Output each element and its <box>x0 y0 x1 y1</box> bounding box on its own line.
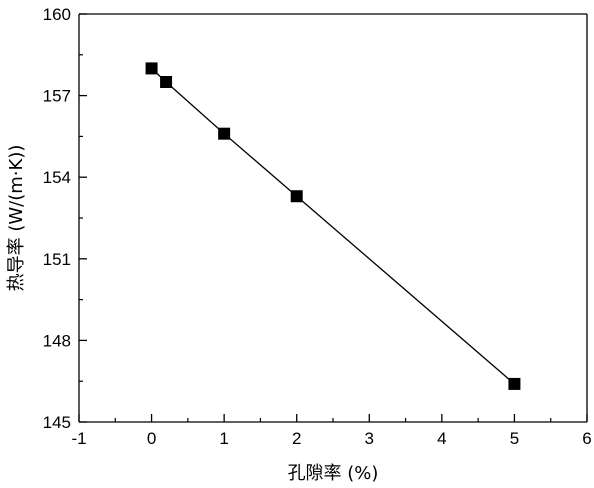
y-tick-label: 154 <box>43 168 71 187</box>
x-tick-label: 2 <box>292 429 301 448</box>
x-tick-label: -1 <box>71 429 86 448</box>
x-tick-label: 6 <box>582 429 591 448</box>
data-point-marker <box>290 190 303 203</box>
y-axis-label: 热导率 (W/(m·K)) <box>6 145 27 292</box>
series-line <box>151 67 515 385</box>
x-tick-label: 3 <box>365 429 374 448</box>
data-point-marker <box>145 62 158 75</box>
x-tick-label: 4 <box>437 429 446 448</box>
y-tick-label: 160 <box>43 5 71 24</box>
x-tick-label: 5 <box>510 429 519 448</box>
data-point-marker <box>160 76 173 88</box>
x-axis-label: 孔隙率 (%) <box>288 463 379 484</box>
data-point-marker <box>218 127 231 140</box>
data-point-marker <box>508 377 521 390</box>
plot-area: -1 0 1 2 3 4 5 6 145 148 151 154 157 160 <box>43 5 592 448</box>
y-tick-label: 157 <box>43 87 71 106</box>
y-tick-label: 148 <box>43 331 71 350</box>
x-tick-label: 1 <box>219 429 228 448</box>
y-tick-label: 151 <box>43 250 71 269</box>
x-tick-label: 0 <box>147 429 156 448</box>
y-tick-label: 145 <box>43 413 71 432</box>
